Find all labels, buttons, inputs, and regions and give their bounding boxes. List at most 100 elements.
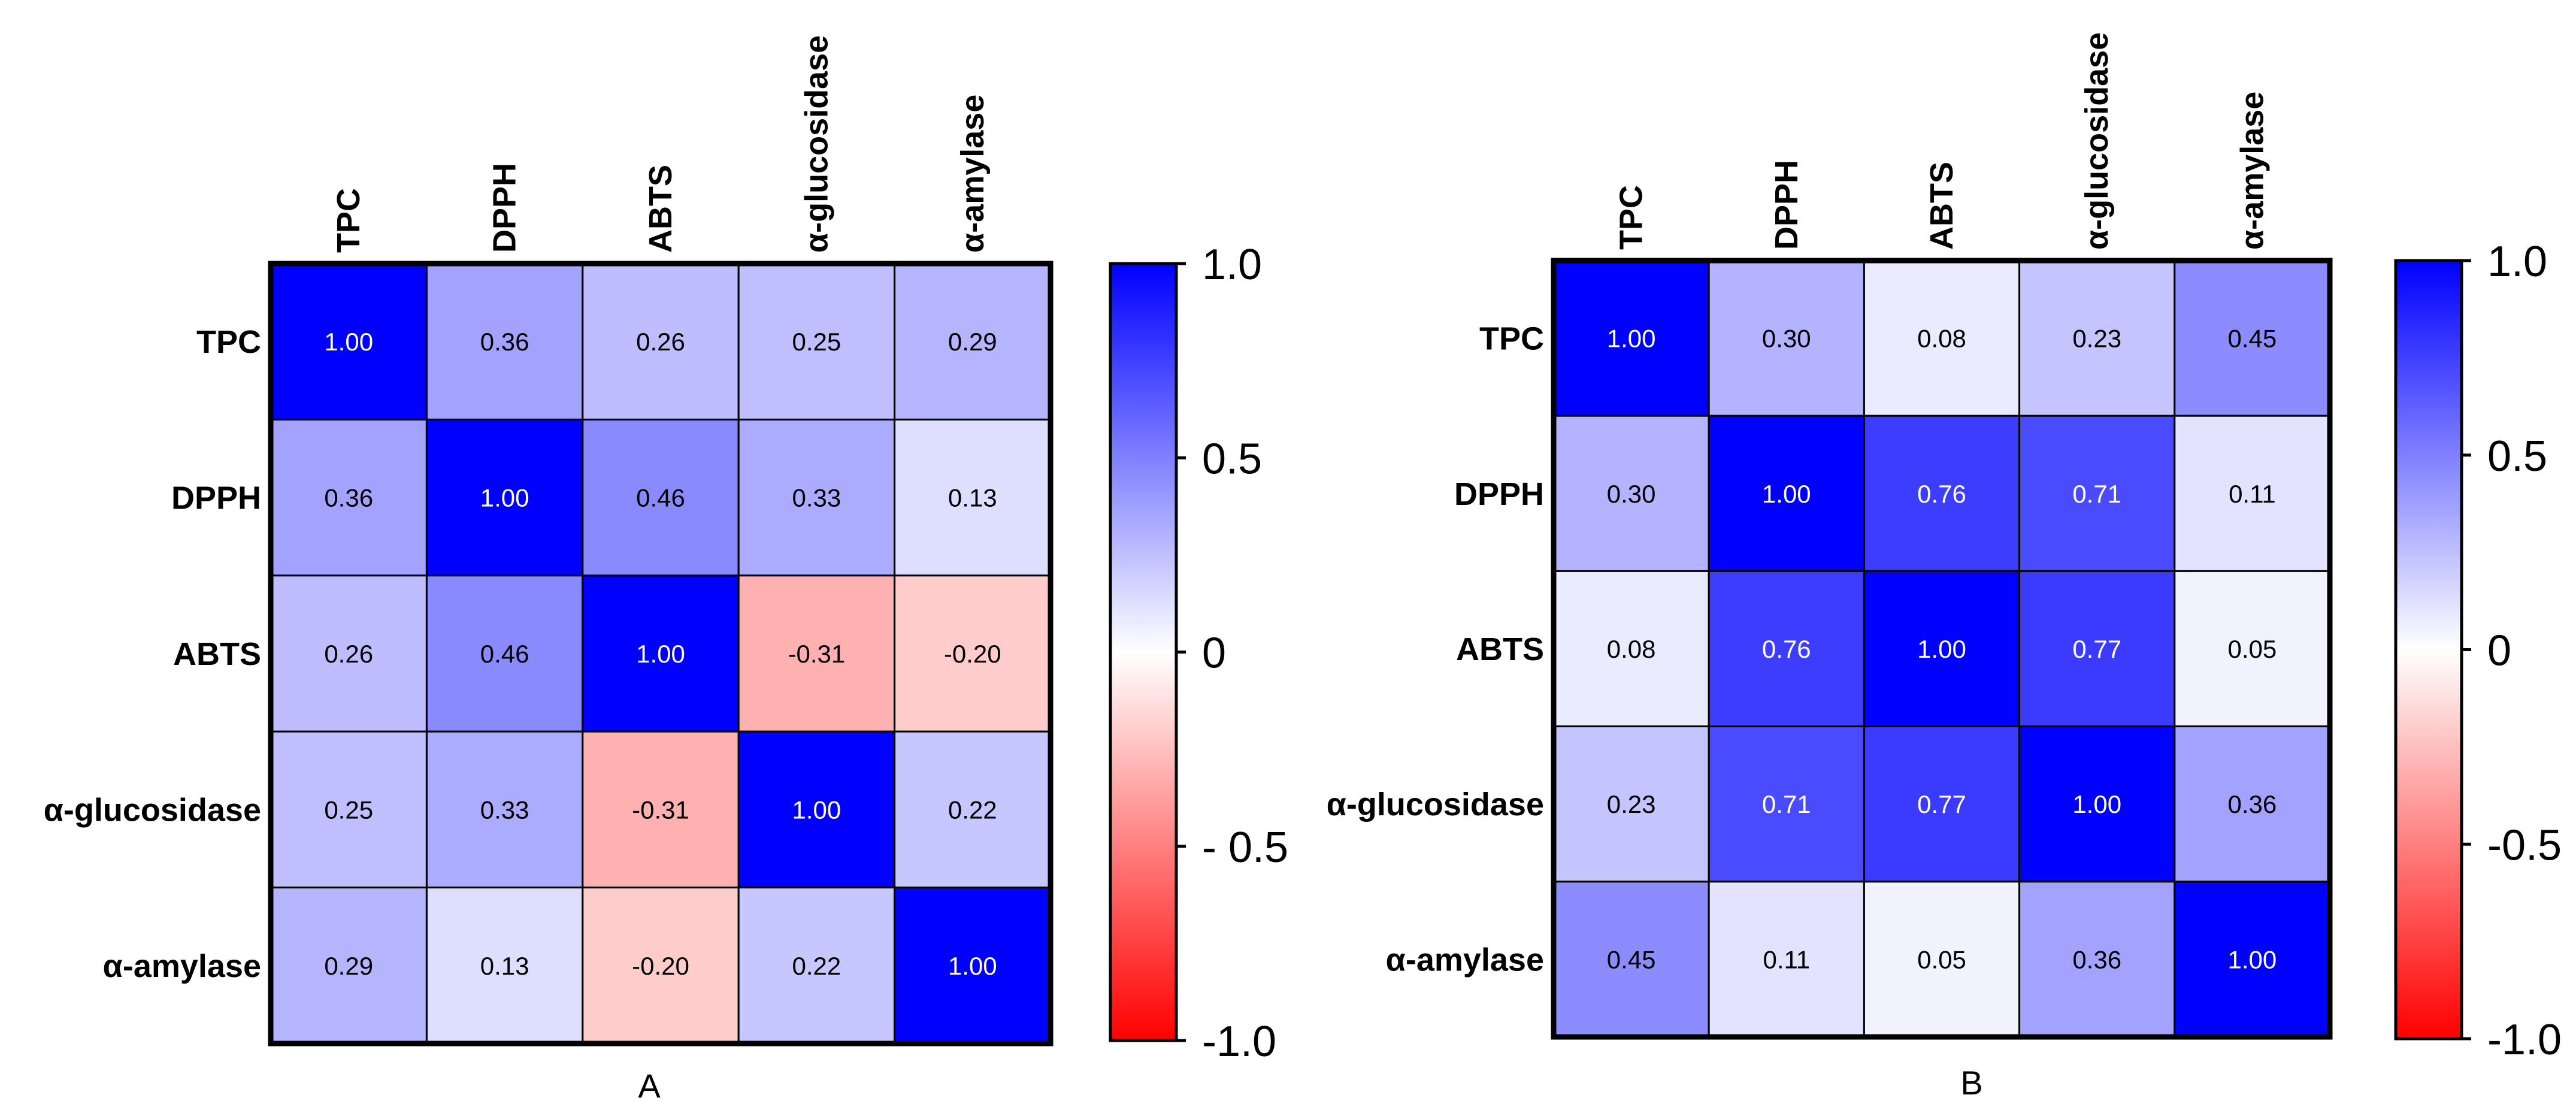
cell-value-label: 0.11 <box>1763 945 1810 973</box>
cell-value-label: 1.00 <box>324 328 373 356</box>
heatmap-panel-b: 1.00 0.30 0.08 0.23 0.450.30 1.00 0.76 0.71 0.11… <box>1327 32 2562 1102</box>
cell-value-label: 0.76 <box>1762 635 1811 663</box>
cell-value-label: 0.36 <box>2072 945 2121 973</box>
heatmap-cell <box>1863 259 2021 417</box>
heatmap-cell <box>270 262 428 421</box>
heatmap-cell <box>2018 259 2176 417</box>
cell-value-label: 1.00 <box>1762 480 1811 508</box>
cell-value-label: 0.45 <box>1607 945 1656 973</box>
colorbar-tick-label: 0.5 <box>1202 435 1262 483</box>
colorbar-tick-label: -1.0 <box>1202 1018 1276 1066</box>
cell-value-label: 1.00 <box>480 484 529 512</box>
cell-value-label: 0.08 <box>1917 325 1966 353</box>
cell-value-label: 0.22 <box>792 952 841 980</box>
heatmap-cell <box>1708 415 1865 572</box>
heatmap-cell <box>894 418 1052 577</box>
cell-value-label: 0.29 <box>948 328 997 356</box>
heatmap-cell <box>737 574 896 733</box>
colorbar: 1.0 0.5 0 - 0.5 -1.0 <box>1109 241 1288 1066</box>
cell-value-label: 0.13 <box>480 952 529 980</box>
column-label: DPPH <box>487 163 523 253</box>
heatmap-cell <box>1863 881 2021 1038</box>
cell-value-label: 0.22 <box>948 796 997 824</box>
colorbar-tick-label: -0.5 <box>2487 821 2562 869</box>
colorbar-tick-label: 0 <box>1202 630 1226 678</box>
colorbar-tick-label: 1.0 <box>1202 241 1262 289</box>
column-label: α-amylase <box>2234 92 2270 250</box>
cell-value-label: 0.29 <box>324 952 373 980</box>
cell-value-label: 1.00 <box>636 640 685 668</box>
heatmap-frame <box>1551 258 2333 1040</box>
cell-value-label: 0.26 <box>636 328 685 356</box>
panel-label: A <box>638 1067 661 1105</box>
cell-value-label: 0.05 <box>2228 635 2277 663</box>
cell-value-label: 1.00 <box>2228 945 2277 973</box>
cell-value-label: 0.13 <box>948 484 997 512</box>
column-label: ABTS <box>1924 162 1960 250</box>
colorbar: 1.0 0.5 0 -0.5 -1.0 <box>2394 238 2562 1064</box>
column-labels: TPC DPPH ABTS α-glucosidase α-amylase <box>331 35 991 253</box>
row-label: ABTS <box>1456 631 1544 667</box>
row-label: α-amylase <box>103 948 261 984</box>
cell-value-label: 0.23 <box>1607 790 1656 818</box>
heatmap-cells <box>270 262 1052 1045</box>
heatmap-frame <box>268 261 1054 1047</box>
heatmap-cell <box>1708 570 1865 728</box>
cell-value-label: -0.20 <box>632 952 689 980</box>
cell-value-label: 0.77 <box>2072 635 2121 663</box>
cell-value-label: 0.36 <box>2228 790 2277 818</box>
column-label: TPC <box>1614 185 1649 250</box>
column-label: ABTS <box>643 165 679 253</box>
cell-value-label: 1.00 <box>1607 325 1656 353</box>
heatmap-cell <box>582 574 740 733</box>
row-label: TPC <box>1479 321 1544 357</box>
row-label: α-amylase <box>1386 942 1544 978</box>
colorbar-tick-label: - 0.5 <box>1202 824 1288 872</box>
cell-value-label: 0.76 <box>1917 480 1966 508</box>
column-label: α-amylase <box>955 95 991 253</box>
cell-value-label: 0.45 <box>2228 325 2277 353</box>
column-label: DPPH <box>1769 160 1805 250</box>
cell-value-label: 0.30 <box>1762 325 1811 353</box>
cell-value-label: 0.46 <box>636 484 685 512</box>
column-label: α-glucosidase <box>2079 32 2115 250</box>
heatmap-cell <box>2174 259 2331 417</box>
row-label: α-glucosidase <box>44 792 261 828</box>
colorbar-scale <box>2394 259 2463 1041</box>
cell-value-label: 0.36 <box>324 484 373 512</box>
heatmap-cell <box>425 574 584 733</box>
row-label: DPPH <box>171 480 261 516</box>
cell-value-label: 0.36 <box>480 328 529 356</box>
heatmap-cell <box>2174 725 2331 883</box>
colorbar-tick-label: 0.5 <box>2487 433 2547 480</box>
heatmap-cell <box>270 418 428 577</box>
heatmap-cell <box>894 574 1052 733</box>
row-label: ABTS <box>173 636 261 672</box>
row-label: DPPH <box>1454 476 1544 512</box>
cell-value-label: -0.31 <box>632 796 689 824</box>
heatmap-cell <box>1708 725 1865 883</box>
cell-value-label: 0.33 <box>480 796 529 824</box>
heatmap-cell <box>1552 570 1710 728</box>
row-labels: TPC DPPH ABTS α-glucosidase α-amylase <box>1327 321 1544 978</box>
heatmap-cell <box>894 730 1052 889</box>
row-label: α-glucosidase <box>1327 787 1544 822</box>
heatmap-panel-a: 1.00 0.36 0.26 0.25 0.290.36 1.00 0.46 0.33 0.13… <box>44 35 1288 1105</box>
heatmap-cell <box>1863 725 2021 883</box>
cell-value-label: 0.25 <box>792 328 841 356</box>
heatmap-cell-values: 1.00 0.30 0.08 0.23 0.45 0.30 1.00 0.76 0.71 0.11… <box>1607 325 2277 974</box>
heatmap-cell <box>425 262 584 421</box>
heatmap-cell <box>1552 725 1710 883</box>
cell-value-label: 0.23 <box>2072 325 2121 353</box>
heatmap-cell <box>737 262 896 421</box>
cell-value-label: 0.05 <box>1917 945 1966 973</box>
heatmap-cell <box>2018 570 2176 728</box>
cell-value-label: -0.31 <box>788 640 846 668</box>
cell-value-label: 0.33 <box>792 484 841 512</box>
heatmap-cell <box>1708 881 1865 1038</box>
heatmap-cell-values: 1.00 0.36 0.26 0.25 0.29 0.36 1.00 0.46 0.33 0.13… <box>324 328 1001 980</box>
column-label: TPC <box>331 188 367 253</box>
cell-value-label: 0.30 <box>1607 480 1656 508</box>
heatmap-cell <box>2174 881 2331 1038</box>
